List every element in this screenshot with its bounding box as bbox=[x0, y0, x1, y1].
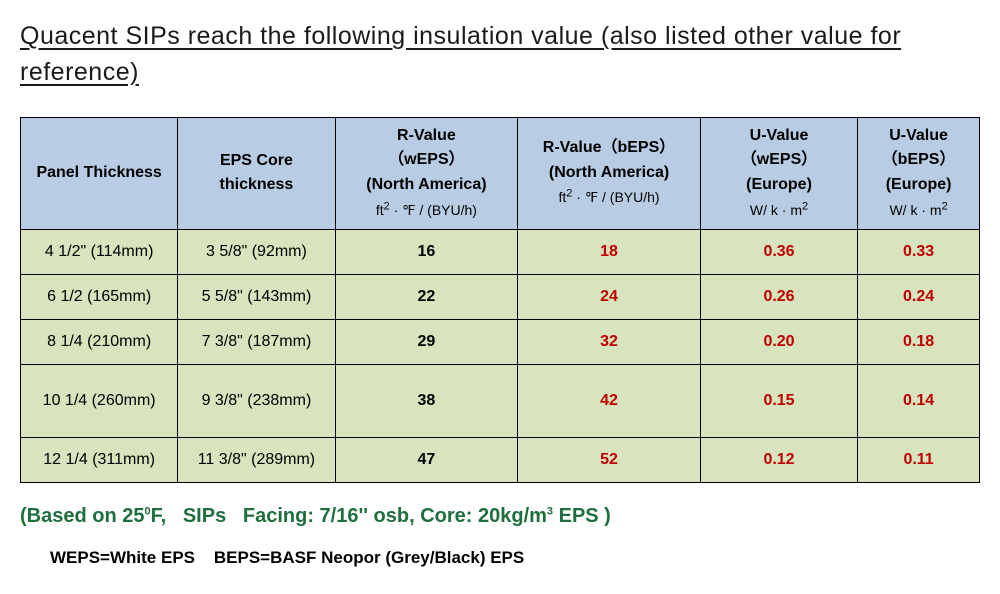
page-title: Quacent SIPs reach the following insulat… bbox=[20, 18, 980, 91]
col-header-uvalue-weps: U-Value（wEPS）(Europe) W/ k · m2 bbox=[700, 117, 857, 230]
col-header-label: Panel Thickness bbox=[36, 164, 161, 181]
legend: WEPS=White EPS BEPS=BASF Neopor (Grey/Bl… bbox=[50, 548, 980, 568]
col-header-panel: Panel Thickness bbox=[21, 117, 178, 230]
cell-panel-thickness: 12 1/4 (311mm) bbox=[21, 438, 178, 483]
cell-rvalue-beps: 24 bbox=[518, 275, 701, 320]
cell-core-thickness: 5 5/8" (143mm) bbox=[178, 275, 335, 320]
cell-rvalue-weps: 22 bbox=[335, 275, 518, 320]
cell-uvalue-weps: 0.15 bbox=[700, 365, 857, 438]
cell-uvalue-beps: 0.14 bbox=[858, 365, 980, 438]
cell-panel-thickness: 8 1/4 (210mm) bbox=[21, 320, 178, 365]
cell-rvalue-beps: 18 bbox=[518, 230, 701, 275]
cell-panel-thickness: 6 1/2 (165mm) bbox=[21, 275, 178, 320]
cell-core-thickness: 9 3/8" (238mm) bbox=[178, 365, 335, 438]
cell-rvalue-beps: 32 bbox=[518, 320, 701, 365]
cell-rvalue-weps: 16 bbox=[335, 230, 518, 275]
col-header-label: EPS Core thickness bbox=[220, 152, 294, 194]
footnote-conditions: (Based on 250F, SIPs Facing: 7/16'' osb,… bbox=[20, 505, 980, 528]
col-unit: ft2 · ℉ / (BYU/h) bbox=[376, 202, 477, 218]
table-body: 4 1/2" (114mm)3 5/8" (92mm)16180.360.336… bbox=[21, 230, 980, 483]
insulation-table: Panel Thickness EPS Core thickness R-Val… bbox=[20, 117, 980, 484]
table-row: 8 1/4 (210mm)7 3/8" (187mm)29320.200.18 bbox=[21, 320, 980, 365]
cell-uvalue-weps: 0.20 bbox=[700, 320, 857, 365]
col-header-rvalue-beps: R-Value（bEPS）(North America) ft2 · ℉ / (… bbox=[518, 117, 701, 230]
cell-uvalue-weps: 0.26 bbox=[700, 275, 857, 320]
cell-rvalue-weps: 47 bbox=[335, 438, 518, 483]
cell-uvalue-weps: 0.36 bbox=[700, 230, 857, 275]
cell-rvalue-weps: 29 bbox=[335, 320, 518, 365]
cell-rvalue-beps: 42 bbox=[518, 365, 701, 438]
col-header-core: EPS Core thickness bbox=[178, 117, 335, 230]
cell-panel-thickness: 10 1/4 (260mm) bbox=[21, 365, 178, 438]
cell-uvalue-beps: 0.33 bbox=[858, 230, 980, 275]
table-row: 6 1/2 (165mm)5 5/8" (143mm)22240.260.24 bbox=[21, 275, 980, 320]
col-header-uvalue-beps: U-Value（bEPS）(Europe) W/ k · m2 bbox=[858, 117, 980, 230]
table-row: 4 1/2" (114mm)3 5/8" (92mm)16180.360.33 bbox=[21, 230, 980, 275]
cell-uvalue-beps: 0.24 bbox=[858, 275, 980, 320]
cell-uvalue-beps: 0.18 bbox=[858, 320, 980, 365]
table-row: 12 1/4 (311mm)11 3/8" (289mm)47520.120.1… bbox=[21, 438, 980, 483]
cell-rvalue-weps: 38 bbox=[335, 365, 518, 438]
cell-core-thickness: 3 5/8" (92mm) bbox=[178, 230, 335, 275]
cell-uvalue-weps: 0.12 bbox=[700, 438, 857, 483]
col-unit: ft2 · ℉ / (BYU/h) bbox=[558, 189, 659, 205]
cell-core-thickness: 11 3/8" (289mm) bbox=[178, 438, 335, 483]
col-header-rvalue-weps: R-Value（wEPS）(North America) ft2 · ℉ / (… bbox=[335, 117, 518, 230]
cell-uvalue-beps: 0.11 bbox=[858, 438, 980, 483]
table-row: 10 1/4 (260mm)9 3/8" (238mm)38420.150.14 bbox=[21, 365, 980, 438]
col-unit: W/ k · m2 bbox=[889, 202, 947, 218]
col-unit: W/ k · m2 bbox=[750, 202, 808, 218]
table-header-row: Panel Thickness EPS Core thickness R-Val… bbox=[21, 117, 980, 230]
cell-panel-thickness: 4 1/2" (114mm) bbox=[21, 230, 178, 275]
cell-core-thickness: 7 3/8" (187mm) bbox=[178, 320, 335, 365]
cell-rvalue-beps: 52 bbox=[518, 438, 701, 483]
